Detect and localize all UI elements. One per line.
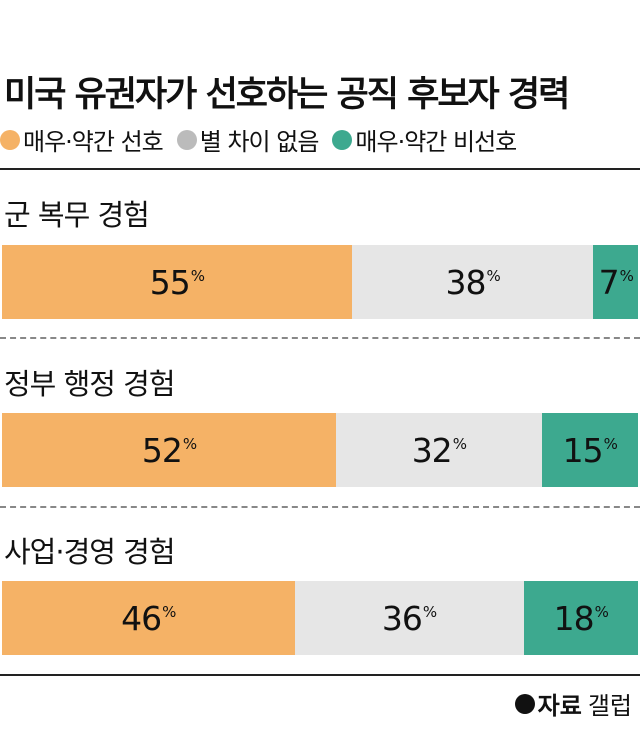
legend-label-prefer: 매우·약간 선호 [23, 128, 164, 156]
percent-sign: % [190, 267, 205, 285]
category-label-military: 군 복무 경험 [4, 198, 150, 232]
data-label: 15 [562, 430, 604, 470]
bar-segment-dislike: 18% [523, 581, 638, 655]
legend-item-dislike: 매우·약간 비선호 [332, 122, 517, 157]
data-label: 38 [445, 262, 487, 302]
bar-segment-prefer: 55% [2, 245, 352, 319]
row-divider [0, 506, 640, 508]
percent-sign: % [162, 603, 176, 621]
row-divider [0, 337, 640, 339]
source-dot-icon [514, 693, 535, 714]
chart-title: 미국 유권자가 선호하는 공직 후보자 경력 [4, 75, 570, 115]
bottom-rule [0, 674, 640, 676]
percent-sign: % [422, 603, 437, 621]
legend-item-prefer: 매우·약간 선호 [0, 122, 164, 157]
legend-item-neutral: 별 차이 없음 [176, 122, 320, 157]
bar-segment-dislike: 15% [541, 413, 638, 487]
bar-row-military: 55% 38% 7% [2, 245, 638, 319]
top-rule [0, 168, 640, 170]
category-label-government: 정부 행정 경험 [4, 367, 176, 401]
percent-sign: % [182, 435, 197, 453]
data-label: 7 [598, 262, 620, 302]
bar-segment-dislike: 7% [593, 245, 638, 319]
percent-sign: % [594, 603, 609, 621]
bar-row-government: 52% 32% 15% [2, 413, 638, 487]
category-label-business: 사업·경영 경험 [4, 535, 176, 569]
data-label: 32 [411, 430, 453, 470]
source-note: 자료 갤럽 [514, 686, 632, 721]
data-label: 36 [381, 598, 423, 638]
data-label: 55 [149, 262, 191, 302]
bar-segment-prefer: 46% [2, 581, 295, 655]
legend-dot-prefer [0, 129, 20, 150]
legend-label-neutral: 별 차이 없음 [199, 128, 320, 156]
bar-segment-neutral: 32% [336, 413, 542, 487]
bar-segment-neutral: 38% [351, 245, 594, 319]
legend-dot-neutral [176, 129, 197, 150]
legend-dot-dislike [332, 129, 353, 150]
percent-sign: % [619, 267, 634, 285]
legend: 매우·약간 선호 별 차이 없음 매우·약간 비선호 [0, 122, 517, 157]
percent-sign: % [603, 435, 618, 453]
data-label: 46 [121, 598, 162, 638]
bar-segment-neutral: 36% [294, 581, 524, 655]
percent-sign: % [486, 267, 501, 285]
percent-sign: % [452, 435, 467, 453]
source-name: 갤럽 [587, 692, 632, 720]
data-label: 52 [141, 430, 183, 470]
data-label: 18 [553, 598, 595, 638]
source-label: 자료 [537, 692, 582, 720]
legend-label-dislike: 매우·약간 비선호 [355, 128, 517, 156]
bar-segment-prefer: 52% [2, 413, 337, 487]
bar-row-business: 46% 36% 18% [2, 581, 638, 655]
